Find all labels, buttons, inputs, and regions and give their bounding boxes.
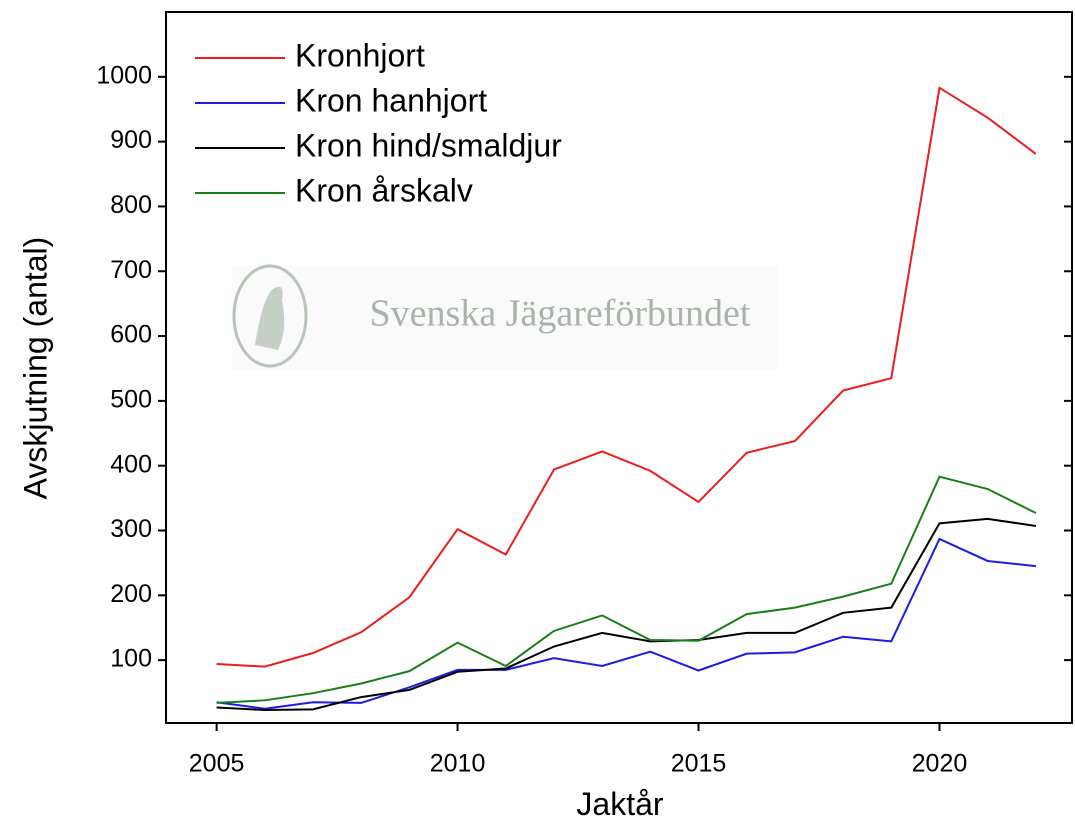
- y-tick-label: 400: [110, 450, 152, 478]
- watermark-eagle: [255, 286, 285, 350]
- line: [216, 475, 1037, 704]
- legend-label: Kron årskalv: [295, 172, 473, 208]
- x-tick-label: 2005: [189, 750, 245, 778]
- x-tick-label: 2020: [912, 750, 968, 778]
- y-tick-label: 700: [110, 256, 152, 284]
- watermark-logo: [232, 264, 308, 368]
- x-tick-label: 2015: [671, 750, 727, 778]
- legend-label: Kron hind/smaldjur: [295, 127, 562, 163]
- plot-frame: [165, 11, 1073, 724]
- x-tick-label: 2010: [430, 750, 486, 778]
- legend-label: Kron hanhjort: [295, 82, 487, 118]
- legend-label: Kronhjort: [295, 37, 425, 73]
- y-tick-label: 1000: [96, 61, 152, 89]
- watermark: Svenska Jägareförbundet: [370, 293, 751, 335]
- y-tick-label: 200: [110, 580, 152, 608]
- line: [216, 517, 1037, 712]
- y-tick-label: 600: [110, 321, 152, 349]
- y-tick-label: 800: [110, 191, 152, 219]
- watermark-bg: [232, 265, 777, 370]
- y-tick-label: 100: [110, 645, 152, 673]
- y-tick-label: 500: [110, 385, 152, 413]
- y-tick-label: 900: [110, 126, 152, 154]
- line: [216, 537, 1036, 710]
- y-axis-label: Avskjutning (antal): [17, 237, 53, 500]
- x-axis-label: Jaktår: [576, 786, 663, 822]
- line: [216, 86, 1037, 668]
- y-tick-label: 300: [110, 515, 152, 543]
